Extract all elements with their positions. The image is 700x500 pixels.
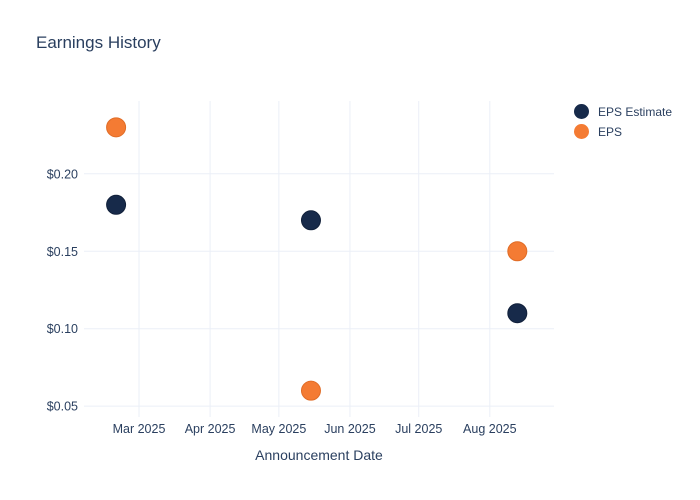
x-tick-label: Aug 2025 xyxy=(463,422,517,436)
x-tick-label: Jul 2025 xyxy=(395,422,442,436)
x-tick-label: Jun 2025 xyxy=(324,422,375,436)
legend-item-eps-estimate[interactable]: EPS Estimate xyxy=(574,104,672,119)
scatter-point-eps[interactable] xyxy=(300,380,321,401)
y-tick-label: $0.10 xyxy=(47,322,78,336)
scatter-point-eps-estimate[interactable] xyxy=(507,303,528,324)
legend-label-eps: EPS xyxy=(598,124,623,139)
x-tick-label: Mar 2025 xyxy=(113,422,166,436)
y-tick-label: $0.20 xyxy=(47,167,78,181)
eps-estimate-marker-icon xyxy=(574,104,589,119)
scatter-point-eps-estimate[interactable] xyxy=(300,210,321,231)
scatter-point-eps[interactable] xyxy=(106,117,127,138)
x-axis-title: Announcement Date xyxy=(255,447,383,463)
x-tick-label: Apr 2025 xyxy=(185,422,236,436)
y-tick-label: $0.05 xyxy=(47,400,78,414)
scatter-point-eps-estimate[interactable] xyxy=(106,194,127,215)
chart-title: Earnings History xyxy=(36,33,161,52)
y-tick-label: $0.15 xyxy=(47,245,78,259)
legend-item-eps[interactable]: EPS xyxy=(574,124,672,139)
x-tick-label: May 2025 xyxy=(251,422,306,436)
legend-label-eps-estimate: EPS Estimate xyxy=(598,104,673,119)
eps-marker-icon xyxy=(574,124,589,139)
legend: EPS Estimate EPS xyxy=(574,104,672,144)
scatter-point-eps[interactable] xyxy=(507,241,528,262)
